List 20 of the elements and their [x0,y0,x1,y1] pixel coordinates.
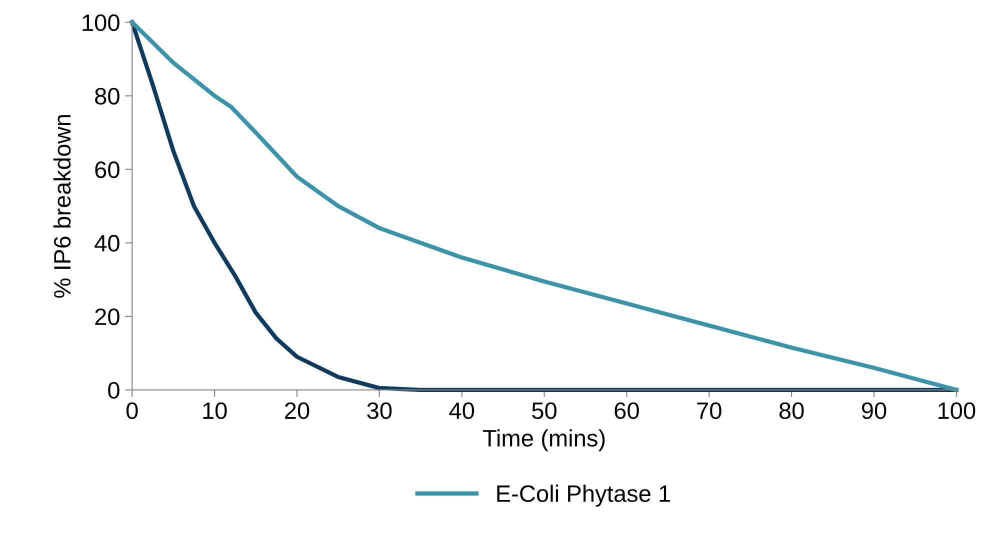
x-tick-label: 60 [614,402,639,420]
x-tick-label: 10 [203,402,227,420]
x-axis-title: Time (mins) [482,429,605,452]
y-tick-label: 60 [95,161,120,178]
x-tick-label: 20 [285,402,310,420]
legend-label: E-Coli Phytase 1 [497,484,670,507]
y-tick-label: 80 [95,88,120,105]
x-tick-label: 80 [779,402,804,420]
y-tick-label: 0 [108,382,120,399]
x-tick-label: 50 [532,402,556,420]
x-tick-label: 70 [697,402,722,420]
y-axis-title: % IP6 breakdown [53,115,71,298]
x-tick-label: 30 [367,402,392,420]
x-tick-label: 100 [938,402,976,420]
x-tick-label: 40 [449,402,474,420]
x-tick-label: 0 [126,402,138,420]
x-tick-label: 90 [862,402,886,420]
y-tick-label: 40 [94,234,120,252]
y-tick-label: 100 [82,14,120,32]
y-tick-label: 20 [95,308,120,326]
